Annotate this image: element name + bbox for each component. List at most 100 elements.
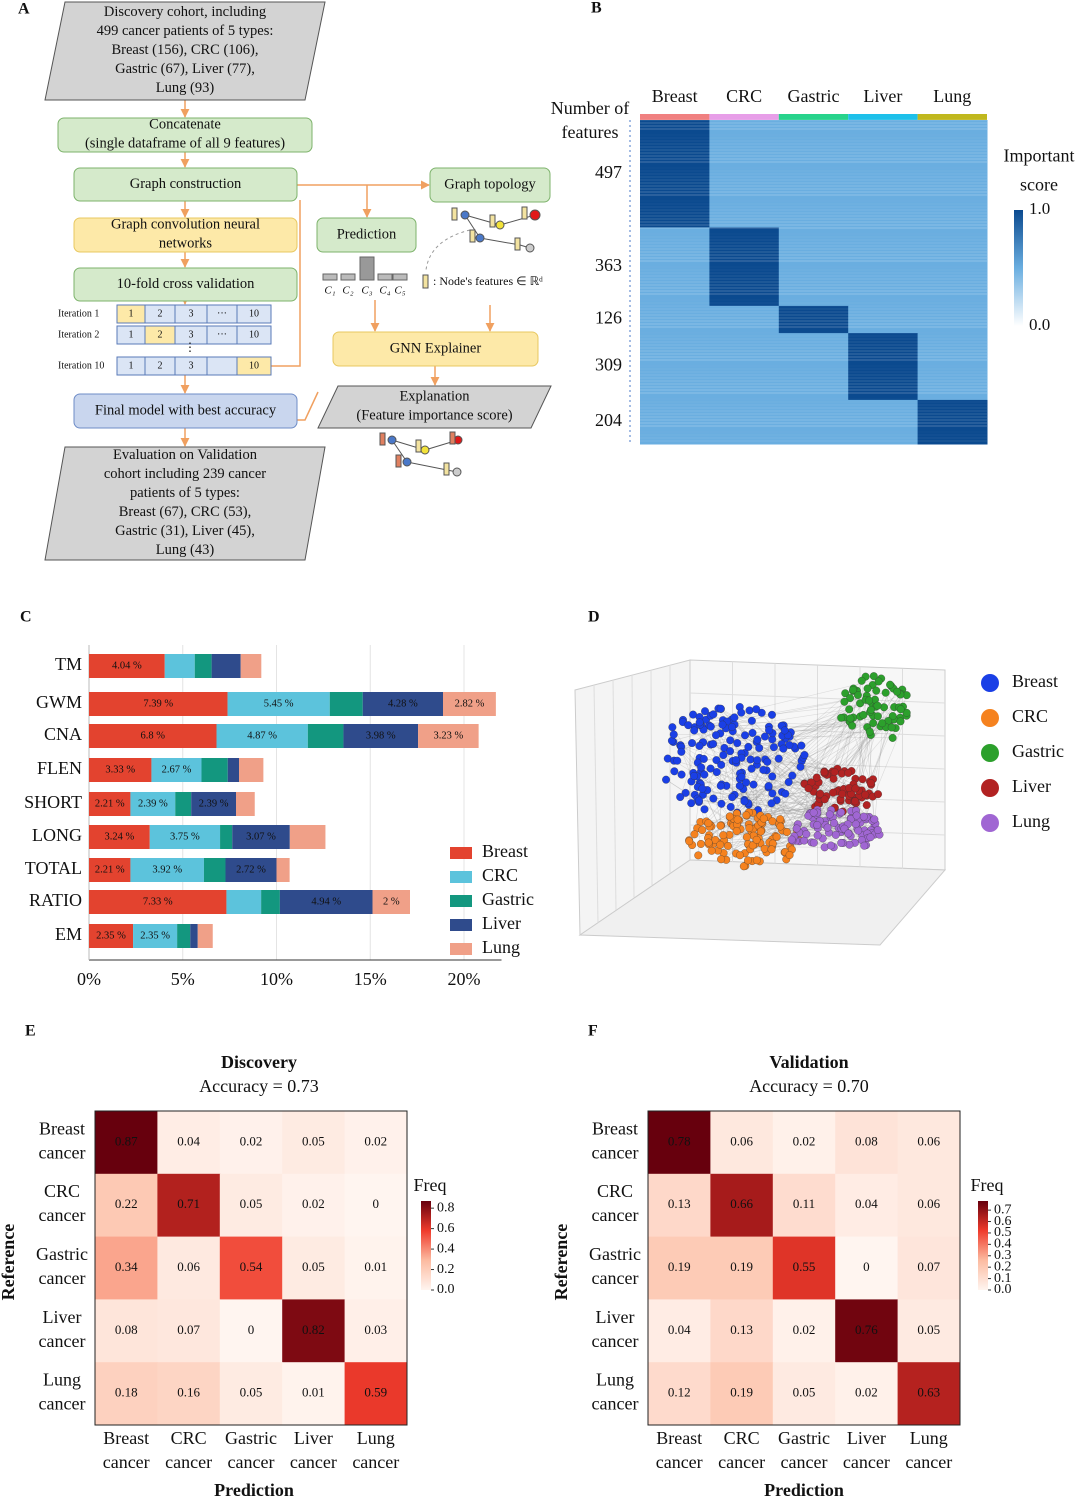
embedding-point xyxy=(767,845,776,854)
heatmap-cell xyxy=(344,1236,408,1300)
cell-value: 0.13 xyxy=(730,1322,753,1337)
embedding-point xyxy=(863,684,872,693)
embedding-point xyxy=(769,743,778,752)
column-label: Gastric xyxy=(788,86,840,106)
embedding-point xyxy=(740,797,749,806)
legend-marker xyxy=(981,744,999,762)
bar-value-label: 2.21 % xyxy=(95,864,125,875)
graph-edge xyxy=(750,707,900,850)
iteration-cell xyxy=(236,304,272,324)
embedding-point xyxy=(768,710,776,719)
embedding-point xyxy=(662,775,670,784)
embedding-point xyxy=(785,851,794,859)
column-label: Breast xyxy=(652,86,698,106)
heatmap-cell xyxy=(917,305,988,334)
cell-value: 0 xyxy=(248,1322,255,1337)
colorbar-tick-label: 0.5 xyxy=(994,1225,1012,1240)
cell-value: 0.08 xyxy=(855,1133,878,1148)
bar-segment xyxy=(194,654,212,678)
embedding-point xyxy=(669,730,678,739)
bar-value-label: 2.39 % xyxy=(138,798,168,809)
cell-value: 0.11 xyxy=(793,1196,815,1211)
column-label: CRC cancer xyxy=(718,1428,765,1472)
embedding-point xyxy=(841,689,850,698)
heatmap-cell xyxy=(282,1299,346,1363)
flow-box xyxy=(429,167,551,203)
embedding-point xyxy=(873,712,882,721)
embedding-point xyxy=(813,821,822,829)
legend-label: Lung xyxy=(482,937,520,957)
heatmap-cell xyxy=(648,1173,711,1238)
bar-segment xyxy=(203,858,226,882)
iteration-cell-text: 3 xyxy=(189,308,194,319)
column-label: CRC xyxy=(726,86,762,106)
heatmap-cell xyxy=(95,1236,158,1300)
embedding-point xyxy=(732,827,741,836)
graph-edge xyxy=(707,789,745,801)
embedding-point xyxy=(781,789,790,798)
heatmap-cell xyxy=(897,1236,961,1300)
graph-edge xyxy=(748,804,815,814)
class-bar xyxy=(392,273,408,281)
x-axis-label: Prediction xyxy=(764,1480,844,1500)
y-axis-label: Reference xyxy=(0,1224,18,1301)
y-tick-label: RATIO xyxy=(29,890,82,910)
flow-label: Concatenate (single dataframe of all 9 fe… xyxy=(85,117,285,152)
bar-value-label: 5.45 % xyxy=(264,698,294,709)
class-bar xyxy=(340,273,356,281)
cell-value: 0.02 xyxy=(302,1196,325,1211)
x-tick-label: 20% xyxy=(448,969,481,989)
embedding-point xyxy=(716,704,725,713)
heatmap-cell xyxy=(648,1362,711,1426)
embedding-point xyxy=(829,788,837,797)
embedding-point xyxy=(759,814,768,823)
legend-swatch xyxy=(450,847,472,859)
iteration-cell-text: 10 xyxy=(249,329,259,340)
legend-marker xyxy=(981,709,999,727)
embedding-point xyxy=(830,819,839,828)
flow-box xyxy=(73,267,298,302)
embedding-point xyxy=(772,832,781,841)
heatmap-cell xyxy=(778,333,849,401)
embedding-point xyxy=(712,756,721,765)
bar-segment xyxy=(197,924,213,948)
bar-value-label: 4.94 % xyxy=(311,896,341,907)
panel-label: B xyxy=(591,0,602,17)
embedding-point xyxy=(792,824,801,833)
embedding-point xyxy=(709,794,718,803)
graph-edge xyxy=(849,721,872,784)
heatmap-cell xyxy=(282,1173,346,1238)
cell-value: 0.18 xyxy=(115,1385,138,1400)
colorbar-tick-label: 0.6 xyxy=(437,1221,455,1236)
flow-label: Explanation (Feature importance score) xyxy=(356,389,512,424)
heatmap-cell xyxy=(848,305,919,334)
bar-segment xyxy=(89,825,150,849)
heatmap-cell xyxy=(282,1236,346,1300)
embedding-point xyxy=(816,789,825,798)
heatmap-cell xyxy=(157,1299,221,1363)
iteration-cell-text: ··· xyxy=(217,329,227,340)
bar-value-label: 7.33 % xyxy=(143,896,173,907)
cell-value: 0.01 xyxy=(302,1385,325,1400)
panel-label: C xyxy=(20,609,32,626)
feature-count: 309 xyxy=(595,355,622,375)
bar-segment xyxy=(372,890,410,914)
bar-segment xyxy=(343,724,419,748)
embedding-point xyxy=(838,789,847,798)
bar-value-label: 3.75 % xyxy=(170,831,200,842)
bar-value-label: 4.04 % xyxy=(112,660,142,671)
bar-segment xyxy=(175,792,192,816)
colorbar-title: Freq xyxy=(414,1175,447,1195)
heatmap-cell xyxy=(917,399,988,445)
cell-value: 0.04 xyxy=(855,1196,878,1211)
pane-grid xyxy=(631,674,635,898)
bar-segment xyxy=(191,792,236,816)
embedding-point xyxy=(763,757,772,766)
heatmap-cell xyxy=(344,1173,408,1238)
graph-icon xyxy=(379,206,541,477)
y-axis-label: Number of features xyxy=(551,98,629,142)
bar-value-label: 2 % xyxy=(383,896,400,907)
iteration-cell xyxy=(236,325,272,345)
embedding-point xyxy=(730,713,739,722)
y-tick-label: CNA xyxy=(44,724,82,744)
